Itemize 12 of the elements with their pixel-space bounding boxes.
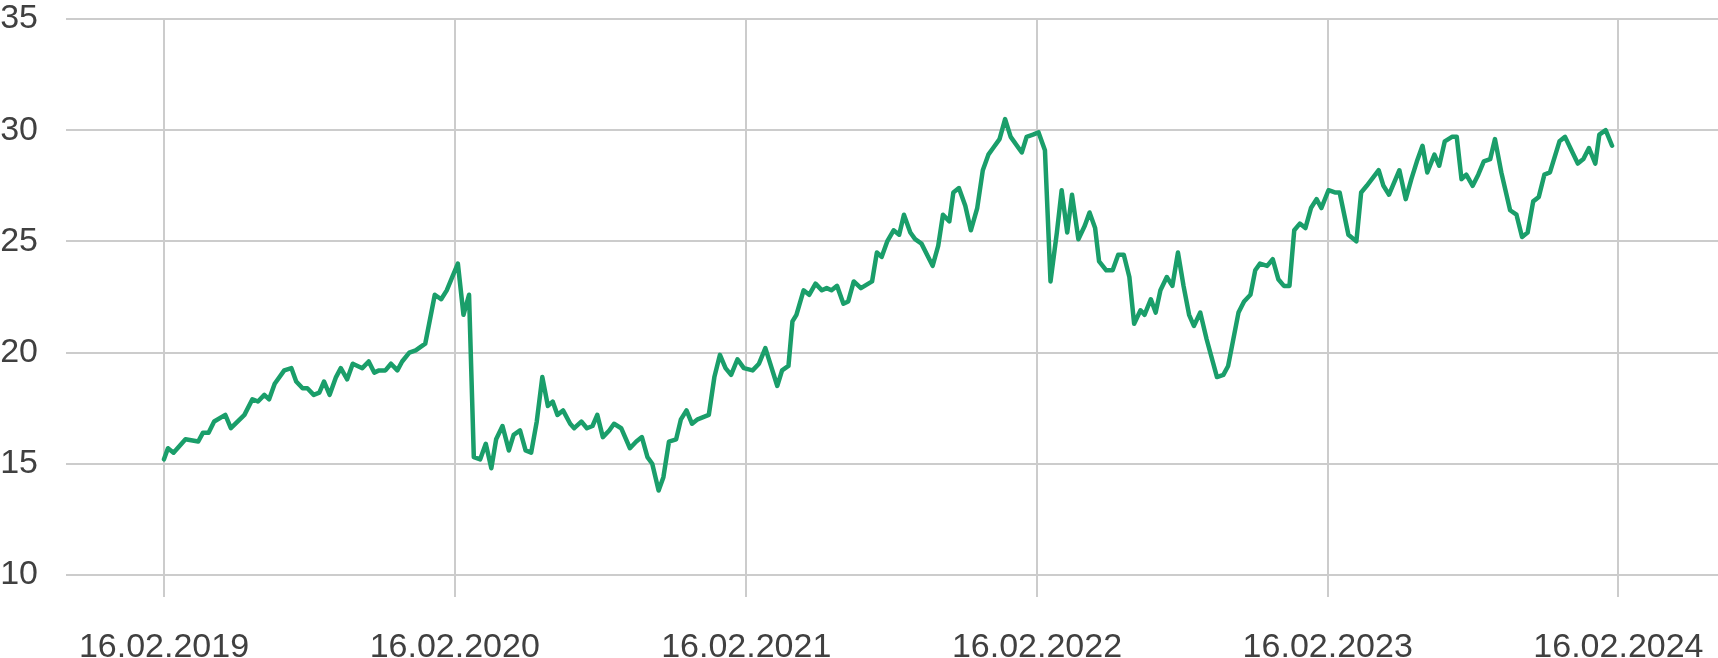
x-tick-label: 16.02.2021 — [661, 625, 832, 658]
y-tick-label: 30 — [0, 108, 38, 147]
y-tick-label: 10 — [0, 553, 38, 592]
y-tick-label: 35 — [0, 0, 38, 36]
x-tick-label: 16.02.2023 — [1242, 625, 1413, 658]
y-tick-label: 20 — [0, 330, 38, 369]
x-tick-label: 16.02.2022 — [951, 625, 1123, 658]
y-tick-label: 15 — [0, 442, 38, 481]
x-tick-label: 16.02.2020 — [369, 625, 540, 658]
x-tick-label: 16.02.2019 — [78, 625, 250, 658]
y-tick-label: 25 — [0, 219, 38, 258]
x-tick-label: 16.02.2024 — [1533, 625, 1704, 658]
